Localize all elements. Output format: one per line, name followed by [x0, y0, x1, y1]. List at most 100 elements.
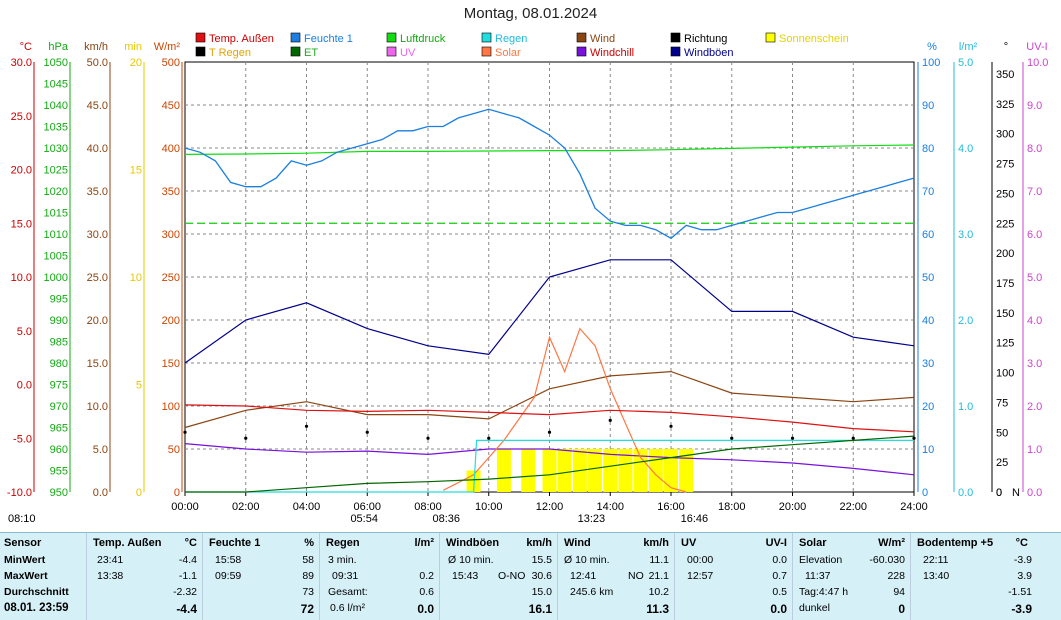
left-axis-tick-label: -5.0	[13, 433, 32, 445]
summary-cell: 09:59	[215, 570, 242, 582]
summary-cell: 0.7	[772, 570, 787, 582]
right-axis-tick-label: 2.0	[958, 315, 973, 327]
legend-label: ET	[304, 47, 318, 59]
right-axis-tick-label: 80	[922, 143, 934, 155]
summary-cell: 0.5	[772, 586, 787, 598]
left-axis-tick-label: 100	[162, 401, 180, 413]
summary-cell: 245.6 km	[570, 586, 614, 598]
x-tick-label: 06:00	[353, 501, 381, 513]
left-axis-tick-label: 970	[50, 401, 68, 413]
left-axis-tick-label: 955	[50, 466, 68, 478]
left-axis-tick-label: 15	[130, 165, 142, 177]
summary-col-sensor: Sensor MinWert MaxWert Durchschnitt 08.0…	[0, 533, 86, 620]
summary-cell: 23:41	[97, 554, 124, 566]
left-axis-tick-label: 200	[162, 315, 180, 327]
x-annotation-label: 08:10	[8, 513, 36, 525]
right-axis-tick-label: 150	[996, 308, 1014, 320]
direction-point	[912, 436, 916, 440]
legend-label: Temp. Außen	[209, 33, 274, 45]
left-axis-unit: hPa	[48, 41, 68, 53]
summary-cell: 58	[302, 554, 314, 566]
summary-unit-uv: UV-I	[765, 537, 787, 549]
right-axis-tick-label: 1.0	[958, 401, 973, 413]
right-axis-tick-label: 0	[922, 487, 928, 499]
direction-point	[608, 418, 612, 422]
left-axis-unit: min	[124, 41, 142, 53]
right-axis-tick-label: 200	[996, 248, 1014, 260]
x-tick-label: 18:00	[718, 501, 746, 513]
summary-cell: 0.6	[419, 586, 434, 598]
legend-swatch	[386, 32, 397, 43]
sunshine-bar	[521, 449, 536, 492]
summary-col-wind: Wind km/h Ø 10 min. 11.1 12:41 NO 21.1 2…	[557, 533, 675, 620]
direction-point	[487, 436, 491, 440]
summary-cell: Ø 10 min.	[564, 554, 610, 566]
summary-header-boen: Windböen	[446, 537, 500, 549]
legend-label: Regen	[495, 33, 527, 45]
left-axis-tick-label: 150	[162, 358, 180, 370]
left-axis-tick-label: 50.0	[87, 57, 108, 69]
legend-label: Solar	[495, 47, 521, 59]
summary-cell: 0.0	[772, 554, 787, 566]
right-axis-tick-label: 3.0	[958, 229, 973, 241]
right-axis-unit: UV-I	[1026, 41, 1047, 53]
summary-cell: -4.4	[178, 554, 197, 566]
sunshine-bar	[664, 449, 678, 492]
left-axis-tick-label: 30.0	[87, 229, 108, 241]
summary-cell: 00:00	[687, 554, 714, 566]
summary-col-temp: Temp. Außen °C 23:41 -4.4 13:38 -1.1 -2.…	[86, 533, 203, 620]
right-axis-tick-label: 250	[996, 188, 1014, 200]
right-axis-tick-label: 4.0	[958, 143, 973, 155]
summary-unit-regen: l/m²	[414, 537, 434, 549]
left-axis-unit: km/h	[84, 41, 108, 53]
legend-label: Wind	[590, 33, 615, 45]
x-annotation-label: 08:36	[432, 513, 460, 525]
summary-cell: 22:11	[923, 554, 949, 566]
summary-cell: 3 min.	[328, 554, 357, 566]
summary-cell: NO	[628, 570, 644, 582]
series-line-windchill	[184, 443, 915, 476]
legend-label: Windböen	[684, 47, 734, 59]
series-line-solar	[442, 327, 687, 493]
right-axis-unit: °	[1004, 41, 1008, 53]
sunshine-bar	[496, 449, 511, 492]
left-axis-tick-label: 300	[162, 229, 180, 241]
series-line-luftdruck	[184, 144, 915, 155]
left-axis-tick-label: 20	[130, 57, 142, 69]
left-axis-tick-label: 0	[136, 487, 142, 499]
sunshine-bar	[466, 470, 481, 492]
left-axis-tick-label: 1005	[44, 251, 68, 263]
summary-cell: 0.2	[419, 570, 434, 582]
x-annotation-label: 05:54	[350, 513, 378, 525]
left-axis-tick-label: 1050	[44, 57, 68, 69]
summary-cell: -1.51	[1008, 586, 1032, 598]
left-axis-tick-label: 10.0	[87, 401, 108, 413]
right-axis-tick-label: 225	[996, 218, 1014, 230]
legend-label: Richtung	[684, 33, 727, 45]
right-axis-tick-label: 325	[996, 99, 1014, 111]
summary-table: Sensor MinWert MaxWert Durchschnitt 08.0…	[0, 532, 1061, 620]
summary-cell: -2.32	[173, 586, 197, 598]
summary-unit-boden: °C	[1015, 537, 1028, 549]
sunshine-bar	[603, 449, 618, 492]
right-axis-tick-label: 125	[996, 338, 1014, 350]
summary-header-sensor: Sensor	[4, 537, 42, 549]
left-axis-tick-label: 1035	[44, 122, 68, 134]
summary-current-value: 0	[898, 602, 905, 616]
left-axis-unit: W/m²	[154, 41, 181, 53]
right-axis-unit: l/m²	[959, 41, 978, 53]
sunshine-bar	[588, 449, 603, 492]
x-tick-label: 12:00	[536, 501, 564, 513]
summary-current-value: -3.9	[1011, 602, 1032, 616]
right-axis-tick-label: 275	[996, 159, 1014, 171]
right-axis-tick-label: 3.0	[1027, 358, 1042, 370]
right-axis-tick-label: 350	[996, 69, 1014, 81]
right-axis-tick-label: 100	[922, 57, 940, 69]
summary-col-regen: Regen l/m² 3 min. 09:31 0.2 Gesamt: 0.6 …	[319, 533, 440, 620]
summary-unit-feuchte: %	[304, 537, 314, 549]
summary-unit-wind: km/h	[643, 537, 669, 549]
left-axis-tick-label: 1010	[44, 229, 68, 241]
summary-cell: Tag:4:47 h	[799, 586, 849, 598]
x-annotation-label: 13:23	[578, 513, 606, 525]
left-axis-tick-label: 25.0	[87, 272, 108, 284]
